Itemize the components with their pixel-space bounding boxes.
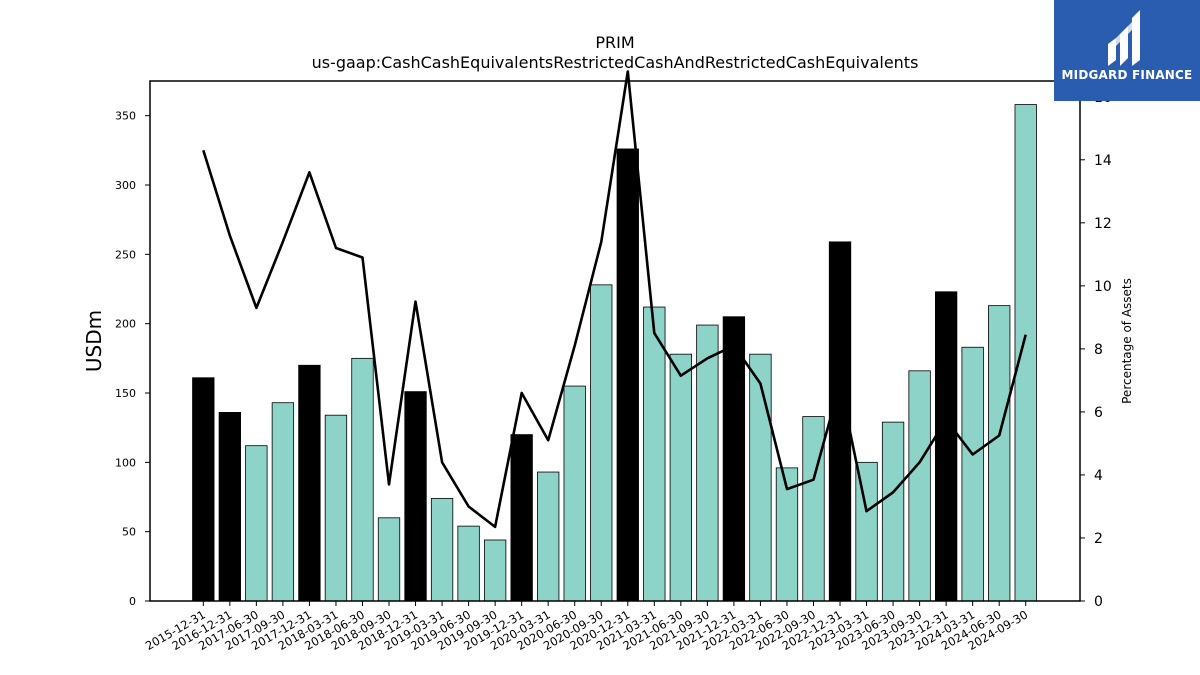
y-tick-label-right: 4 — [1094, 468, 1103, 484]
bar-2019-03-31 — [430, 497, 454, 602]
y-tick-label-left: 0 — [129, 595, 136, 608]
bar-2023-09-30 — [908, 370, 931, 602]
y-tick-label-left: 350 — [115, 110, 136, 123]
logo-text: MIDGARD FINANCE — [1061, 68, 1193, 82]
bar-2017-06-30 — [245, 445, 268, 602]
bar-2015-12-31 — [192, 377, 215, 602]
y-axis-label-right: Percentage of Assets — [1120, 278, 1134, 404]
y-tick-label-left: 50 — [122, 526, 136, 539]
bar-2019-09-30 — [483, 539, 507, 602]
bar-2018-12-31 — [404, 391, 427, 602]
bar-2024-03-31 — [961, 346, 984, 602]
y-tick-label-left: 250 — [115, 248, 136, 261]
bar-2018-09-30 — [377, 517, 401, 602]
bar-2016-12-31 — [218, 412, 241, 602]
bars-group — [192, 104, 1037, 602]
chart-title: PRIM — [595, 33, 634, 52]
plot-frame — [149, 80, 1081, 602]
bar-2017-09-30 — [271, 402, 295, 602]
bar-2020-03-31 — [537, 471, 560, 602]
y-tick-label-right: 6 — [1094, 405, 1103, 421]
bar-2019-12-31 — [510, 434, 533, 602]
y-tick-label-left: 200 — [115, 318, 136, 331]
bar-2024-09-30 — [1014, 104, 1037, 602]
bar-2019-06-30 — [457, 525, 480, 602]
y-tick-label-right: 2 — [1094, 531, 1103, 547]
bar-2023-03-31 — [855, 461, 878, 602]
y-tick-label-right: 14 — [1094, 153, 1112, 169]
bar-2018-06-30 — [351, 357, 374, 602]
y-axis-label-left: USDm — [82, 310, 106, 372]
bar-2023-06-30 — [881, 421, 905, 602]
y-axis-right: 0246810121416 — [1080, 90, 1112, 610]
chart-subtitle: us-gaap:CashCashEquivalentsRestrictedCas… — [312, 53, 919, 72]
y-tick-label-right: 0 — [1094, 594, 1103, 610]
y-tick-label-left: 150 — [115, 387, 136, 400]
bar-2022-03-31 — [749, 353, 772, 602]
bar-2024-06-30 — [988, 305, 1011, 602]
percentage-line — [202, 70, 1027, 529]
y-tick-label-left: 300 — [115, 179, 136, 192]
bar-2021-12-31 — [722, 316, 746, 602]
y-tick-label-right: 8 — [1094, 342, 1103, 358]
bar-2020-06-30 — [563, 385, 586, 602]
line-group — [202, 70, 1027, 529]
bar-2018-03-31 — [324, 414, 348, 602]
bar-2021-09-30 — [696, 324, 719, 602]
bar-2020-12-31 — [616, 148, 639, 602]
bar-2017-12-31 — [298, 364, 321, 602]
bar-2022-09-30 — [802, 416, 825, 602]
y-tick-label-right: 12 — [1094, 216, 1112, 232]
y-axis-left: 0 50 100 150 200 250 300 350 — [115, 110, 150, 608]
bar-2021-03-31 — [643, 306, 666, 602]
midgard-logo-icon — [1108, 10, 1140, 66]
y-tick-label-right: 10 — [1094, 279, 1112, 295]
bar-2023-12-31 — [934, 291, 958, 602]
bar-2020-09-30 — [590, 284, 613, 602]
y-tick-label-left: 100 — [115, 456, 136, 469]
x-axis: 2015-12-312016-12-312017-06-302017-09-30… — [143, 601, 1030, 653]
bar-2021-06-30 — [669, 353, 692, 602]
midgard-finance-logo: MIDGARD FINANCE — [1054, 0, 1200, 101]
